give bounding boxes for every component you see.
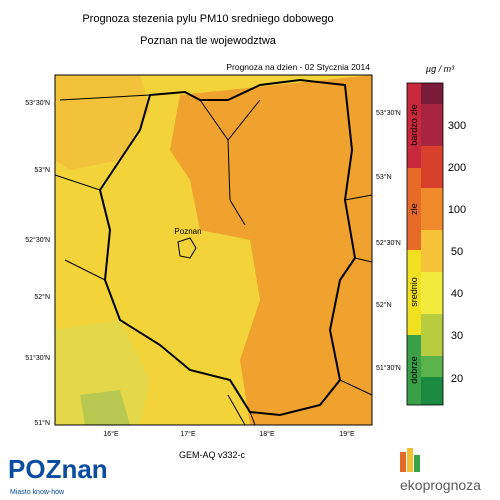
class-label: bardzo zle [409, 104, 419, 146]
unit: µg / m³ [426, 64, 455, 74]
level-band [421, 83, 443, 104]
border [54, 94, 373, 426]
lat-label: 51°30'N [376, 364, 401, 372]
title: Prognoza stezenia pylu PM10 sredniego do… [82, 13, 333, 25]
lon-label: 17°E [180, 430, 196, 438]
lon-label: 19°E [339, 430, 355, 438]
lon-label: 18°E [259, 430, 275, 438]
lat-label: 52°30'N [25, 236, 50, 244]
level-band [421, 188, 443, 230]
class-band [407, 168, 421, 250]
date-label: Prognoza na dzien - 02 Stycznia 2014 [226, 62, 370, 72]
lon-label: 16°E [103, 430, 119, 438]
logo-text: ekoprognoza [400, 477, 481, 493]
field [55, 320, 150, 425]
level-band [421, 146, 443, 188]
lat-label: 51°30'N [25, 354, 50, 362]
logo-bar [414, 455, 420, 472]
level-band [421, 377, 443, 405]
city-label: Poznan [174, 227, 201, 236]
field [170, 75, 372, 425]
level-label: 300 [448, 120, 466, 132]
level-band [421, 356, 443, 377]
class-label: zle [409, 203, 419, 215]
ekoprognoza-logo: ekoprognoza [400, 448, 481, 493]
logo-tagline: Miasto know-how [10, 489, 65, 496]
class-label: dobrze [409, 356, 419, 384]
level-label: 20 [451, 373, 463, 385]
level-label: 50 [451, 246, 463, 258]
lat-label: 52°30'N [376, 239, 401, 247]
level-label: 100 [448, 204, 466, 216]
legend-frame [406, 82, 444, 406]
city-border [177, 237, 197, 259]
lat-label: 53°N [376, 173, 392, 181]
level-label: 30 [451, 330, 463, 342]
map-frame [54, 74, 373, 426]
lat-label: 53°30'N [376, 109, 401, 117]
lat-label: 51°N [34, 419, 50, 427]
level-label: 200 [448, 162, 466, 174]
logo-bar [407, 448, 413, 472]
lat-label: 52°N [34, 293, 50, 301]
class-band [407, 83, 421, 168]
level-band [421, 272, 443, 314]
level-band [421, 104, 443, 146]
voivodeship-border [98, 78, 357, 417]
level-band [421, 230, 443, 272]
poznan-logo: POZnan Miasto know-how [8, 454, 108, 496]
field [80, 390, 130, 425]
map: Poznan [54, 74, 373, 426]
subtitle: Poznan na tle wojewodztwa [140, 35, 277, 47]
logo-text: POZnan [8, 454, 108, 484]
class-label: srednio [409, 277, 419, 307]
logo-bar [400, 452, 406, 472]
level-band [421, 314, 443, 356]
level-label: 40 [451, 288, 463, 300]
legend: bardzo zle zle srednio dobrze 300 200 100 50 40 3… [406, 82, 466, 406]
lat-label: 53°30'N [25, 99, 50, 107]
class-band [407, 250, 421, 335]
class-band [407, 335, 421, 405]
lat-label: 52°N [376, 301, 392, 309]
model-label: GEM-AQ v332-c [179, 450, 246, 460]
lat-label: 53°N [34, 166, 50, 174]
